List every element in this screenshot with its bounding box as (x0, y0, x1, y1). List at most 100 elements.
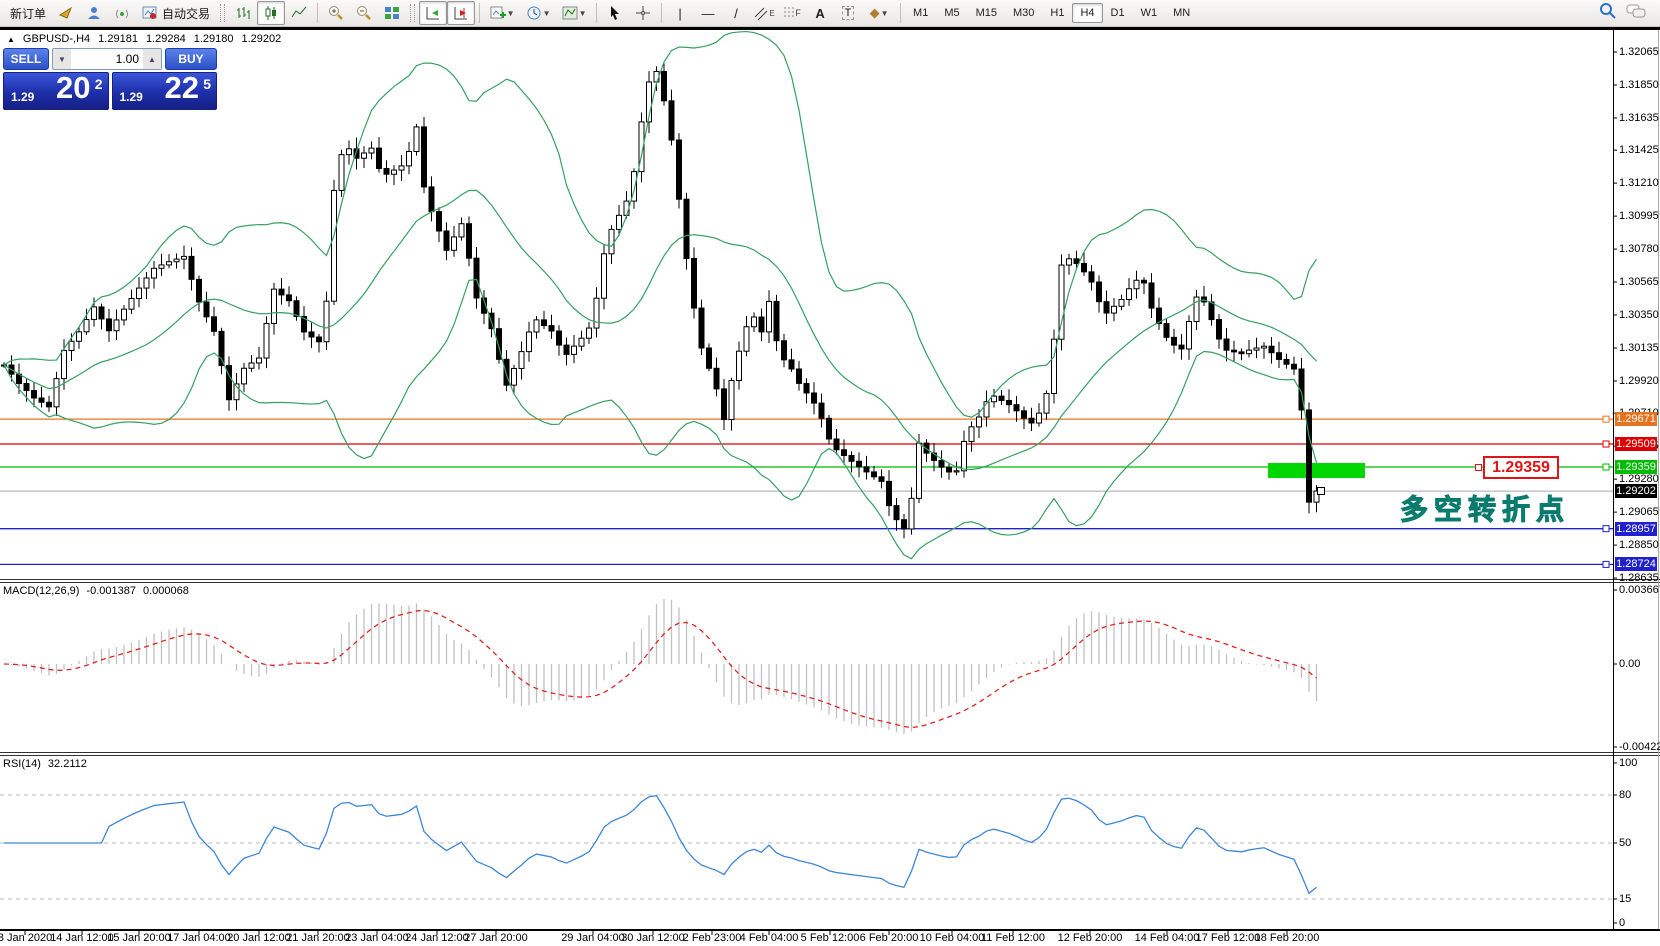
toolbar-drag-handle[interactable] (410, 4, 416, 22)
buy-price-pip: 5 (203, 76, 211, 92)
timeframe-M1[interactable]: M1 (913, 7, 929, 19)
autotrading-button[interactable]: 自动交易 (136, 1, 216, 25)
level-price-badge: 1.29671 (1615, 412, 1657, 427)
signal-icon[interactable] (108, 1, 136, 25)
horizontal-line-tool-button[interactable]: — (701, 5, 715, 21)
price-tick: 1.31850 (1619, 78, 1659, 91)
rsi-tick: 100 (1619, 757, 1638, 769)
trendline-tool-button[interactable]: / (734, 5, 738, 21)
callout-anchor-square[interactable] (1475, 464, 1482, 471)
timeframe-M30[interactable]: M30 (1013, 7, 1035, 19)
rsi-tick: 80 (1619, 789, 1632, 801)
order-arrow-icon[interactable] (52, 1, 80, 25)
timeframe-MN[interactable]: MN (1173, 7, 1191, 19)
volume-up-button[interactable]: ▲ (143, 49, 161, 69)
price-tick: 1.30995 (1619, 210, 1659, 223)
autotrading-icon (142, 6, 157, 19)
buy-price-button[interactable]: 1.29 22 5 (111, 70, 217, 110)
ohlc-open: 1.29181 (98, 33, 138, 45)
price-tick: 1.30780 (1619, 243, 1659, 256)
volume-input[interactable] (71, 49, 143, 69)
time-label: 17 Jan 04:00 (167, 932, 231, 944)
timeframe-D1[interactable]: D1 (1110, 7, 1125, 19)
indicators-button[interactable]: ▼ (484, 1, 520, 25)
chinese-annotation-text[interactable]: 多空转折点 (1399, 494, 1571, 526)
crosshair-tool-button[interactable] (629, 1, 657, 25)
buy-button[interactable]: BUY (165, 48, 217, 70)
toolbar-drag-handle[interactable] (220, 4, 226, 22)
buy-price-prefix: 1.29 (119, 90, 143, 104)
sell-price-big: 20 (56, 70, 91, 105)
candlestick-chart-button[interactable] (257, 1, 286, 25)
chat-icon[interactable] (1626, 3, 1646, 24)
volume-stepper: ▼ ▲ (52, 48, 162, 70)
time-label: 3 Jan 2020 (0, 932, 53, 944)
new-order-button[interactable]: 新订单 (10, 6, 47, 21)
level-price-badge: 1.28957 (1615, 521, 1657, 536)
price-tick: 1.31635 (1619, 111, 1659, 124)
chart-icon: ▲ (7, 34, 15, 44)
timeframe-M5[interactable]: M5 (944, 7, 960, 19)
timeframe-bar: M1 M5 M15 M30 H1 H4 D1 W1 MN (905, 3, 1198, 23)
line-chart-button[interactable] (285, 1, 313, 25)
timeframe-W1[interactable]: W1 (1140, 7, 1158, 19)
timeframe-H1[interactable]: H1 (1050, 7, 1065, 19)
auto-scroll-button[interactable] (419, 1, 448, 25)
price-tick: 1.30135 (1619, 341, 1659, 354)
text-tool-button[interactable]: A (815, 5, 825, 21)
price-tick: 1.31425 (1619, 144, 1659, 157)
time-label: 11 Feb 12:00 (980, 932, 1046, 944)
bar-chart-button[interactable] (229, 1, 257, 25)
time-label: 20 Jan 12:00 (227, 932, 291, 944)
text-label-tool-button[interactable]: T (834, 1, 862, 25)
rsi-tick: 15 (1619, 893, 1632, 905)
macd-tick: 0.003667 (1619, 583, 1660, 596)
sell-button[interactable]: SELL (3, 48, 49, 70)
object-selection-handle[interactable] (1317, 487, 1325, 495)
fibonacci-tool-button[interactable]: F (778, 1, 806, 25)
templates-button[interactable]: ▼ (556, 1, 592, 25)
time-label: 14 Feb 04:00 (1134, 932, 1200, 944)
price-tick: 1.29065 (1619, 506, 1659, 519)
periods-button[interactable]: ▼ (520, 1, 556, 25)
time-label: 15 Jan 20:00 (107, 932, 171, 944)
time-label: 29 Jan 04:00 (561, 932, 625, 944)
price-tick: 1.30350 (1619, 309, 1659, 322)
zoom-out-button[interactable] (350, 1, 378, 25)
community-icon[interactable] (80, 1, 108, 25)
tile-windows-button[interactable] (378, 1, 406, 25)
ohlc-high: 1.29284 (145, 33, 186, 45)
time-label: 10 Feb 04:00 (919, 932, 985, 944)
chart-shift-button[interactable] (447, 1, 476, 25)
macd-label: MACD(12,26,9) -0.001387 0.000068 (3, 585, 189, 597)
time-label: 23 Jan 04:00 (345, 932, 409, 944)
channel-tool-button[interactable]: E (750, 1, 778, 25)
buy-price-big: 22 (164, 70, 199, 105)
sell-price-button[interactable]: 1.29 20 2 (3, 70, 109, 110)
shapes-tool-button[interactable]: ◆ ▼ (869, 5, 889, 20)
price-tick: 1.29920 (1619, 374, 1659, 387)
level-price-badge: 1.28724 (1615, 557, 1657, 572)
volume-down-button[interactable]: ▼ (53, 49, 71, 69)
zoom-in-button[interactable] (322, 1, 350, 25)
level-price-badge: 1.29359 (1615, 460, 1657, 474)
time-label: 17 Feb 12:00 (1195, 932, 1261, 944)
timeframe-H4[interactable]: H4 (1072, 3, 1103, 23)
price-tick: 1.28850 (1619, 539, 1659, 552)
sell-price-pip: 2 (94, 76, 103, 92)
level-price-badge: 1.29509 (1615, 437, 1657, 451)
search-icon[interactable] (1599, 2, 1616, 24)
cursor-tool-button[interactable] (601, 1, 629, 25)
vertical-line-tool-button[interactable]: | (678, 5, 682, 21)
price-callout-label[interactable]: 1.29359 (1483, 456, 1559, 479)
time-label: 2 Feb 23:00 (682, 932, 742, 944)
macd-tick: -0.00422 (1619, 741, 1660, 753)
time-label: 24 Jan 12:00 (405, 932, 469, 944)
symbol-row: ▲ GBPUSD-,H4 1.29181 1.29284 1.29180 1.2… (7, 33, 281, 45)
timeframe-M15[interactable]: M15 (975, 7, 997, 19)
rsi-tick: 50 (1619, 837, 1632, 849)
toolbar: 新订单 自动交易 ▼ (0, 0, 1660, 27)
price-tick: 1.28635 (1619, 572, 1659, 585)
